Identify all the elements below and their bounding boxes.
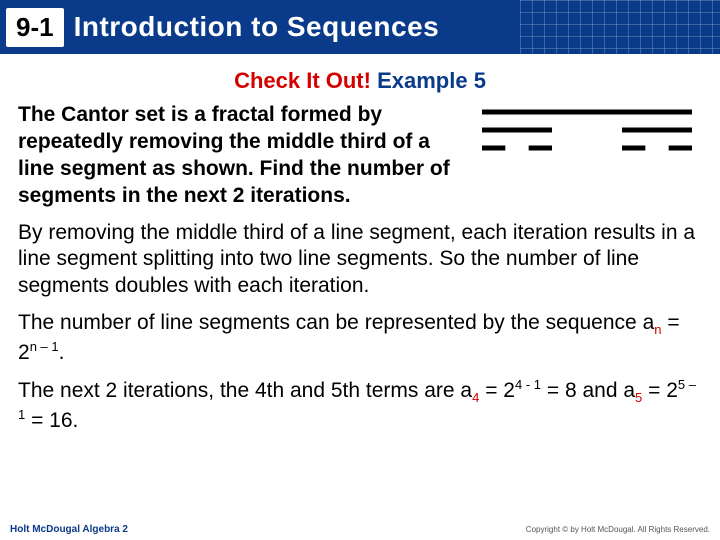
a4-sup: 4 - 1 <box>515 377 541 392</box>
lesson-title: Introduction to Sequences <box>74 11 440 43</box>
a4-res: = 8 and <box>541 379 623 402</box>
a4-eq: = 2 <box>479 379 515 402</box>
a4-base: a <box>460 379 472 402</box>
heading-example-number: Example 5 <box>377 68 486 93</box>
slide-header: 9-1 Introduction to Sequences <box>0 0 720 54</box>
para2-prefix: The number of line segments can be repre… <box>18 311 643 334</box>
footer-copyright: Copyright © by Holt McDougal. All Rights… <box>526 525 710 534</box>
problem-statement: The Cantor set is a fractal formed by re… <box>18 102 470 210</box>
para2-suffix: . <box>59 341 65 364</box>
example-heading: Check It Out! Example 5 <box>18 68 702 94</box>
explanation-paragraph-3: The next 2 iterations, the 4th and 5th t… <box>18 377 702 435</box>
formula-sub-n: n <box>654 322 661 337</box>
explanation-paragraph-1: By removing the middle third of a line s… <box>18 220 702 301</box>
heading-check-it-out: Check It Out! <box>234 68 371 93</box>
header-grid-decoration <box>520 0 720 54</box>
footer-book-title: Holt McDougal Algebra 2 <box>10 524 128 535</box>
a5-eq: = 2 <box>642 379 678 402</box>
formula-a: a <box>643 311 655 334</box>
cantor-set-figure <box>482 102 702 166</box>
formula-sup: n – 1 <box>30 339 59 354</box>
a5-res: = 16. <box>25 409 78 432</box>
explanation-paragraph-2: The number of line segments can be repre… <box>18 310 702 367</box>
slide-content: Check It Out! Example 5 The Cantor set i… <box>0 54 720 435</box>
slide-footer: Holt McDougal Algebra 2 Copyright © by H… <box>0 520 720 540</box>
lesson-number-badge: 9-1 <box>6 8 64 47</box>
para3-prefix: The next 2 iterations, the 4th and 5th t… <box>18 379 460 402</box>
a5-base: a <box>623 379 635 402</box>
problem-row: The Cantor set is a fractal formed by re… <box>18 102 702 210</box>
